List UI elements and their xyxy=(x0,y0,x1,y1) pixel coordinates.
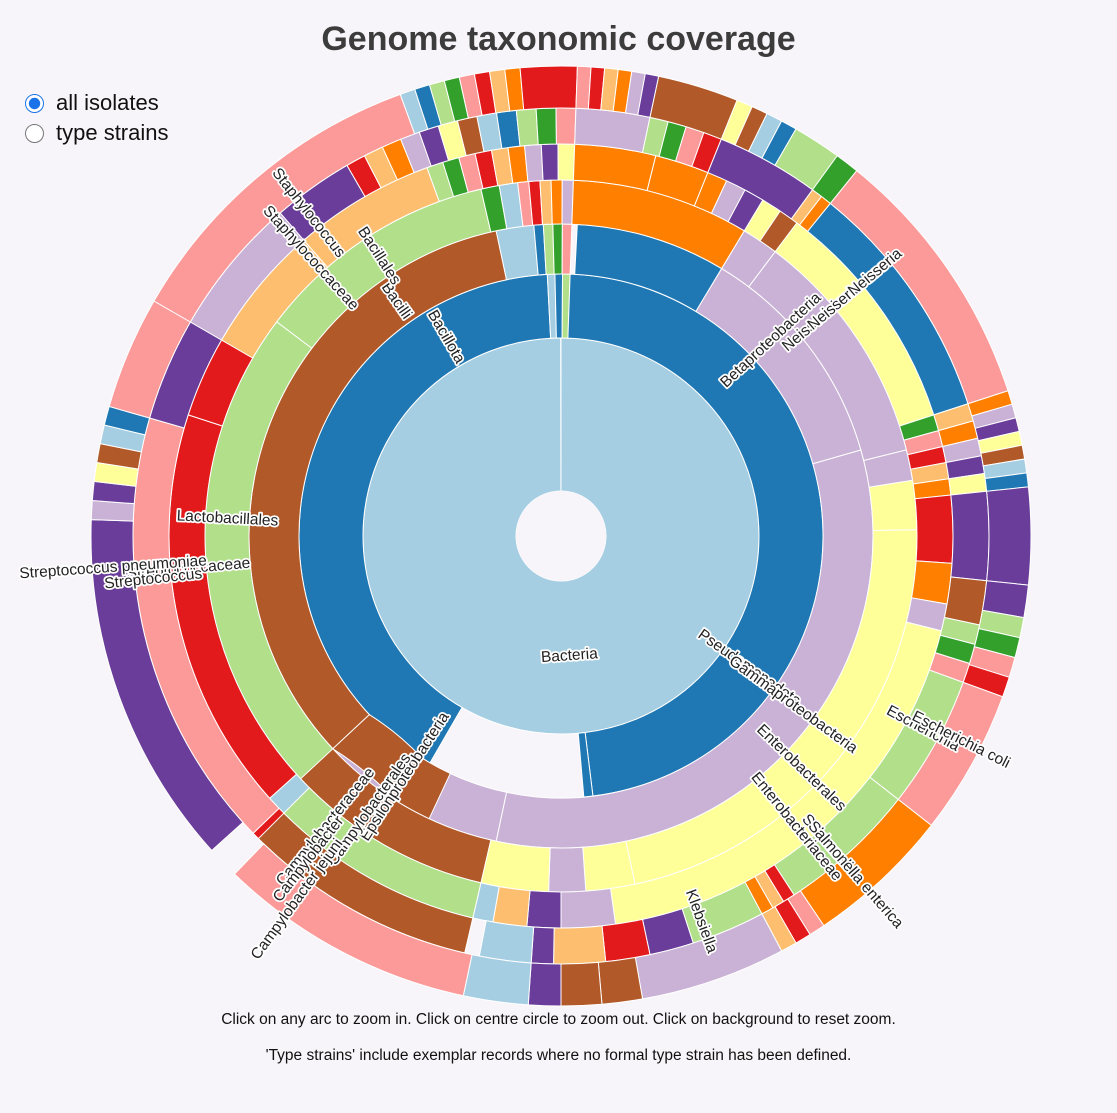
arc-96[interactable] xyxy=(553,925,607,965)
type-strains-note: 'Type strains' include exemplar records … xyxy=(265,1047,852,1064)
arc-1[interactable] xyxy=(554,273,564,339)
zoom-instructions: Click on any arc to zoom in. Click on ce… xyxy=(221,1011,896,1028)
type-strains-label: type strains xyxy=(56,120,169,145)
arc-72[interactable] xyxy=(555,107,577,145)
arc-152[interactable] xyxy=(560,961,603,1007)
arc-35[interactable] xyxy=(524,143,544,183)
arc-70[interactable] xyxy=(515,108,539,147)
all-isolates-option[interactable]: all isolates xyxy=(25,88,169,118)
arc-7[interactable] xyxy=(552,223,563,275)
all-isolates-label: all isolates xyxy=(56,90,159,115)
arc-36[interactable] xyxy=(540,143,559,181)
arc-53[interactable] xyxy=(560,887,617,929)
arc-97[interactable] xyxy=(530,926,555,965)
arc-98[interactable] xyxy=(478,920,535,964)
arc-24[interactable] xyxy=(548,846,587,893)
centre-circle[interactable] xyxy=(516,491,606,581)
arc-71[interactable] xyxy=(535,107,557,146)
arc-label-bacteria: Bacteria xyxy=(540,645,598,666)
arc-95[interactable] xyxy=(601,918,651,963)
arc-86[interactable] xyxy=(950,490,990,582)
arc-37[interactable] xyxy=(557,143,576,181)
arc-campylobacter-jejuni[interactable] xyxy=(233,843,473,997)
arc-22[interactable] xyxy=(868,479,918,532)
type-strains-radio[interactable] xyxy=(25,123,44,143)
arc-50[interactable] xyxy=(914,494,954,564)
sunburst-arcs xyxy=(90,65,1032,1007)
arc-8[interactable] xyxy=(561,223,573,275)
chart-title: Genome taxonomic coverage xyxy=(321,20,796,58)
arc-120[interactable] xyxy=(519,65,578,111)
arc-16[interactable] xyxy=(539,179,553,226)
arc-25[interactable] xyxy=(480,839,551,893)
isolate-filter: all isolates type strains xyxy=(25,88,169,148)
arc-154[interactable] xyxy=(462,954,532,1006)
type-strains-option[interactable]: type strains xyxy=(25,118,169,148)
arc-87[interactable] xyxy=(943,576,988,626)
arc-17[interactable] xyxy=(550,179,563,225)
arc-141[interactable] xyxy=(986,486,1032,586)
all-isolates-radio[interactable] xyxy=(25,93,44,113)
arc-23[interactable] xyxy=(582,840,636,892)
arc-151[interactable] xyxy=(597,956,644,1005)
arc-54[interactable] xyxy=(526,890,562,929)
arc-51[interactable] xyxy=(911,560,953,605)
arc-153[interactable] xyxy=(527,962,562,1007)
